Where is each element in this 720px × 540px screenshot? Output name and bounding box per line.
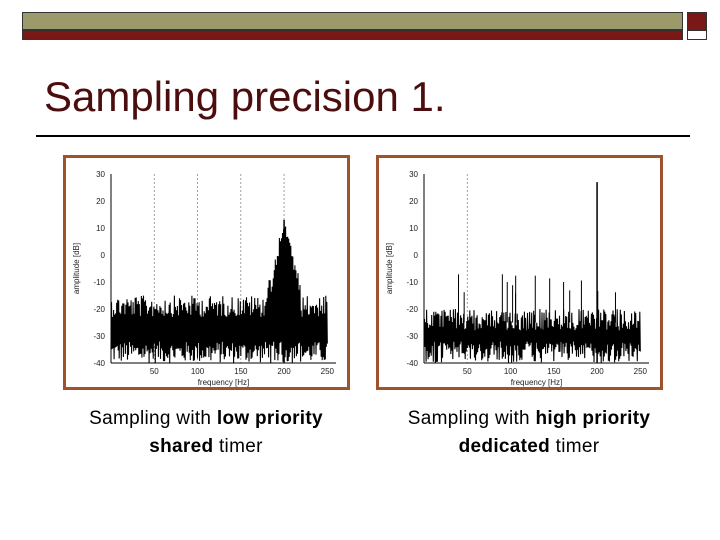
caption-right-bold2: dedicated [458,436,551,457]
caption-right-bold1: high priority [535,408,651,429]
y-tick-label-4: -10 [93,278,105,287]
y-tick-label-6: -30 [406,332,418,341]
chart-frame-left: 30 20 10 0 -10 -20 -30 -40 50 100 150 200 250 frequen… [63,155,350,390]
y-tick-label-4: -10 [406,278,418,287]
series-line [110,226,328,363]
y-tick-label-1: 20 [96,197,105,206]
x-axis-label: frequency [Hz] [198,378,250,387]
caption-left-prefix: Sampling with [89,408,217,429]
caption-left-bold2: shared [149,436,214,457]
y-tick-label-7: -40 [406,359,418,368]
x-tick-label-2: 150 [234,367,248,376]
caption-left-bold1: low priority [216,408,323,429]
x-tick-label-2: 150 [547,367,561,376]
header-square-light [687,30,707,40]
x-tick-label-1: 100 [504,367,518,376]
y-axis-label: amplitude [dB] [385,243,394,294]
x-tick-label-3: 200 [590,367,604,376]
y-tick-label-3: 0 [414,251,419,260]
x-tick-label-0: 50 [463,367,472,376]
y-tick-label-6: -30 [93,332,105,341]
header-square-dark [687,12,707,30]
x-tick-label-3: 200 [277,367,291,376]
header-bar-dark [22,30,683,40]
y-tick-label-7: -40 [93,359,105,368]
x-tick-label-0: 50 [150,367,159,376]
x-tick-label-1: 100 [191,367,205,376]
y-tick-label-3: 0 [101,251,106,260]
y-tick-label-1: 20 [409,197,418,206]
y-tick-label-0: 30 [409,170,418,179]
title-underline [36,135,690,137]
x-axis-label: frequency [Hz] [511,378,563,387]
x-tick-label-4: 250 [634,367,648,376]
series-line [423,308,641,363]
header-bar-olive [22,12,683,30]
y-tick-label-5: -20 [406,305,418,314]
caption-right-prefix: Sampling with [407,408,536,429]
slide-title: Sampling precision 1. [44,73,446,120]
y-tick-label-5: -20 [93,305,105,314]
y-tick-label-2: 10 [96,224,105,233]
chart-frame-right: 30 20 10 0 -10 -20 -30 -40 50 100 150 200 250 frequen… [376,155,663,390]
caption-left-suffix: timer [213,436,263,457]
y-tick-label-0: 30 [96,170,105,179]
y-tick-label-2: 10 [409,224,418,233]
y-axis-label: amplitude [dB] [72,243,81,294]
x-tick-label-4: 250 [321,367,335,376]
caption-right-suffix: timer [550,436,600,457]
caption-right: Sampling with high priority dedicated ti… [369,405,689,461]
caption-left: Sampling with low priority shared timer [46,405,366,461]
